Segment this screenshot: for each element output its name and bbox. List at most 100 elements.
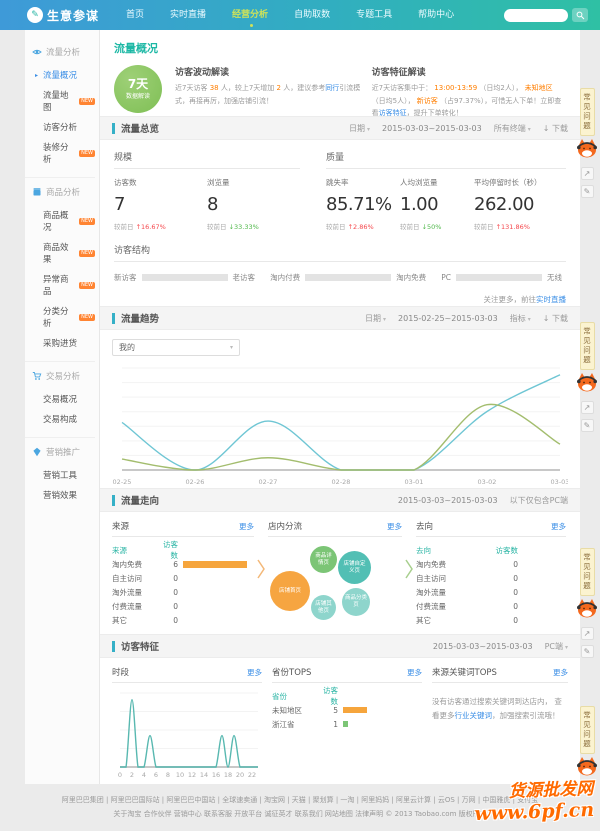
chevron-down-icon: ▾ <box>367 125 371 133</box>
instore-bubble-chart: 店铺首页 商品详情页 店铺自定义页 商品分类页 店铺其他页 <box>268 543 400 631</box>
sidebar-item-marketing-tools[interactable]: 营销工具 <box>43 471 78 481</box>
sidebar-item-marketing-effect[interactable]: 营销效果 <box>43 491 78 501</box>
sidebar-section-title: 交易分析 <box>46 372 81 382</box>
faq-tab[interactable]: 常见问题 <box>579 88 595 136</box>
feedback-button[interactable]: ✎ <box>580 185 594 198</box>
footer-copyright[interactable]: 关于淘宝 合作伙伴 营销中心 联系客服 开放平台 诚征英才 联系我们 网站地图 … <box>113 810 487 818</box>
page-footer: 阿里巴巴集团 | 阿里巴巴国际站 | 阿里巴巴中国站 | 全球速卖通 | 淘宝网… <box>0 784 600 821</box>
watermark: 货源批发网 www.6pf.cn <box>474 778 595 825</box>
date-range[interactable]: 2015-02-25~2015-03-03 <box>398 313 498 323</box>
svg-text:03-02: 03-02 <box>478 478 497 486</box>
table-row: 未知地区 5 <box>272 703 422 717</box>
sidebar-item-decoration-analysis[interactable]: 装修分析 NEW <box>43 143 95 165</box>
bubble-other-page[interactable]: 店铺其他页 <box>311 595 336 620</box>
download-icon: ↓ <box>542 123 550 133</box>
table-row: 其它 0 <box>112 615 178 625</box>
svg-text:8: 8 <box>166 771 170 779</box>
peer-link[interactable]: 同行 <box>325 84 340 92</box>
share-button[interactable]: ↗ <box>580 401 594 414</box>
instore-more-link[interactable]: 更多 <box>387 521 402 531</box>
sidebar-item-product-overview[interactable]: 商品概况 NEW <box>43 211 95 233</box>
bubble-shop-home[interactable]: 店铺首页 <box>270 571 310 611</box>
sidebar-item-category-analysis[interactable]: 分类分析 NEW <box>43 307 95 329</box>
province-more-link[interactable]: 更多 <box>407 667 422 677</box>
mascot-icon[interactable] <box>576 372 598 396</box>
sidebar-item-trade-overview[interactable]: 交易概况 <box>43 395 78 405</box>
sidebar-item-product-effect[interactable]: 商品效果 NEW <box>43 243 95 265</box>
bubble-category-page[interactable]: 商品分类页 <box>342 588 370 616</box>
footer-links[interactable]: 阿里巴巴集团 | 阿里巴巴国际站 | 阿里巴巴中国站 | 全球速卖通 | 淘宝网… <box>61 796 539 804</box>
sidebar-item-purchase[interactable]: 采购进货 <box>43 339 78 349</box>
share-button[interactable]: ↗ <box>580 167 594 180</box>
chevron-down-icon: ▾ <box>564 643 568 651</box>
mascot-icon[interactable] <box>576 138 598 162</box>
nav-item-live[interactable]: 实时直播 <box>170 10 207 20</box>
date-mode-dropdown[interactable]: 日期 ▾ <box>365 313 387 323</box>
new-badge: NEW <box>79 217 95 225</box>
visitor-feature-insight: 访客特征解读 近7天访客集中于： 13:00-13:59 （日均2人）， 未知地… <box>371 68 562 118</box>
date-range: 2015-03-03~2015-03-03 <box>397 495 498 505</box>
hours-more-link[interactable]: 更多 <box>247 667 262 677</box>
mascot-icon[interactable] <box>576 756 598 780</box>
source-more-link[interactable]: 更多 <box>239 521 254 531</box>
arrow-right-icon <box>405 559 413 579</box>
nav-item-tools[interactable]: 专题工具 <box>356 10 393 20</box>
download-icon: ↓ <box>542 313 550 323</box>
industry-keyword-link[interactable]: 行业关键词 <box>454 710 493 720</box>
metric-pageviews: 浏览量 8 较前日 ↓33.33% <box>207 178 259 231</box>
new-badge: NEW <box>79 149 95 157</box>
metric-select[interactable]: 我的 ▾ <box>112 339 240 356</box>
faq-tab[interactable]: 常见问题 <box>579 322 595 370</box>
bubble-product-detail[interactable]: 商品详情页 <box>310 546 337 573</box>
visitor-feature-link[interactable]: 访客特征 <box>378 109 407 118</box>
bubble-custom-page[interactable]: 店铺自定义页 <box>338 551 371 584</box>
download-button[interactable]: ↓ 下载 <box>542 123 568 133</box>
metric-dropdown[interactable]: 指标 ▾ <box>509 313 531 323</box>
download-button[interactable]: ↓ 下载 <box>542 313 568 323</box>
visitor-body: 时段 更多 0 2 4 6 8 10 12 14 16 18 20 22 省份TOPS 更多 省份 访客数 … <box>100 658 580 784</box>
pc-only-note: 以下仅包含PC端 <box>509 495 568 505</box>
svg-text:4: 4 <box>142 771 146 779</box>
summary-body: 规模 访客数 7 较前日 ↑16.67% 浏览量 8 较前日 ↓33.33% <box>100 140 580 306</box>
sidebar-item-traffic-map[interactable]: 流量地图 NEW <box>43 91 95 113</box>
nav-item-data[interactable]: 自助取数 <box>294 10 331 20</box>
sidebar-item-abnormal-product[interactable]: 异常商品 NEW <box>43 275 95 297</box>
share-button[interactable]: ↗ <box>580 627 594 640</box>
faq-tab[interactable]: 常见问题 <box>579 706 595 754</box>
terminal-dropdown[interactable]: PC端 ▾ <box>544 641 568 651</box>
sidebar-item-visitor-analysis[interactable]: 访客分析 <box>43 123 78 133</box>
nav-item-home[interactable]: 首页 <box>126 10 145 20</box>
logo-pen-icon: ✎ <box>27 7 43 23</box>
float-helper-group: 常见问题 ↗ ✎ <box>576 88 598 198</box>
app-logo[interactable]: ✎ 生意参谋 <box>27 7 99 24</box>
mascot-icon[interactable] <box>576 598 598 622</box>
search-input[interactable] <box>504 8 568 22</box>
nav-item-analysis[interactable]: 经营分析 <box>219 0 281 30</box>
date-mode-dropdown[interactable]: 日期 ▾ <box>349 123 371 133</box>
date-range[interactable]: 2015-03-03~2015-03-03 <box>382 123 482 133</box>
svg-text:03-03: 03-03 <box>551 478 568 486</box>
sidebar-item-trade-composition[interactable]: 交易构成 <box>43 415 78 425</box>
table-row: 淘内免费 0 <box>416 559 518 569</box>
dest-more-link[interactable]: 更多 <box>551 521 566 531</box>
feedback-button[interactable]: ✎ <box>580 419 594 432</box>
trend-line-chart: 02-25 02-26 02-27 02-28 03-01 03-02 03-03 <box>112 362 569 490</box>
terminal-dropdown[interactable]: 所有终端 ▾ <box>493 123 531 133</box>
metric-avg-pageviews: 人均浏览量 1.00 较前日 ↓50% <box>400 178 442 231</box>
nav-item-help[interactable]: 帮助中心 <box>418 10 455 20</box>
bar-new-vs-old: 新访客 老访客 <box>114 273 255 282</box>
search-button[interactable] <box>572 8 588 22</box>
svg-text:02-27: 02-27 <box>259 478 278 486</box>
bar-paid-vs-free: 淘内付费 淘内免费 <box>270 273 427 282</box>
realtime-link[interactable]: 实时直播 <box>536 295 566 304</box>
svg-text:22: 22 <box>248 771 256 779</box>
table-row: 淘外流量 0 <box>416 587 518 597</box>
feedback-button[interactable]: ✎ <box>580 645 594 658</box>
province-column: 省份TOPS 更多 省份 访客数 未知地区 5 浙江省 1 <box>272 666 422 784</box>
accent-bar <box>112 494 115 506</box>
faq-tab[interactable]: 常见问题 <box>579 548 595 596</box>
sidebar-item-traffic-overview[interactable]: 流量概况 <box>32 65 95 85</box>
svg-text:12: 12 <box>188 771 196 779</box>
keyword-more-link[interactable]: 更多 <box>553 667 568 677</box>
